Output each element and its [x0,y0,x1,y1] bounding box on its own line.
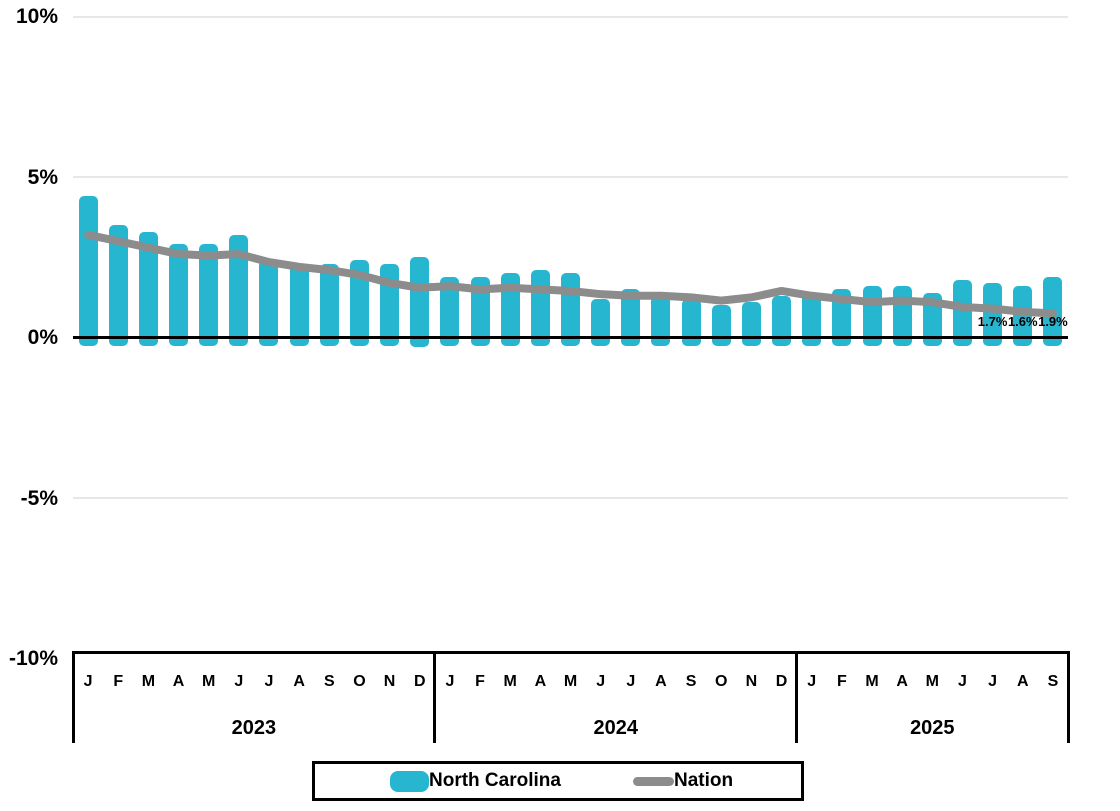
month-label: J [264,673,274,690]
month-label: M [141,673,156,690]
bar-north-carolina [108,225,128,347]
y-axis-tick-label: 10% [15,5,58,28]
y-axis-tick-label: 0% [27,326,58,349]
month-label: S [685,673,697,690]
month-label: F [475,673,485,690]
bar-north-carolina [741,302,761,347]
bar-north-carolina [259,260,279,347]
month-label: O [715,673,728,690]
legend: North Carolina Nation [312,761,804,801]
year-label: 2024 [593,717,638,739]
month-label: J [596,673,606,690]
month-label: D [775,673,788,690]
month-label: S [323,673,335,690]
legend-label-north-carolina: North Carolina [429,770,561,791]
x-axis-divider [433,651,437,743]
month-label: A [534,673,547,690]
bar-north-carolina [319,263,339,347]
bar-north-carolina [711,305,731,347]
bar-north-carolina [591,298,611,347]
month-label: F [113,673,124,690]
month-label: A [293,673,305,690]
gridline [73,15,1068,18]
month-label: M [563,673,578,690]
legend-label-nation: Nation [674,770,734,791]
month-label: F [836,673,847,690]
bar-north-carolina [78,196,98,347]
x-axis-divider [795,651,799,743]
month-label: J [83,673,93,690]
year-label: 2025 [910,717,955,739]
month-label: M [925,673,939,690]
month-label: J [988,673,998,690]
bar-north-carolina [380,263,400,347]
month-label: J [958,673,967,690]
x-axis-divider [1066,651,1070,743]
y-axis-tick-label: -5% [20,486,58,510]
month-label: N [383,673,396,690]
bar-north-carolina [410,257,430,347]
legend-swatch-nation [633,777,674,786]
x-axis-divider [71,651,75,743]
x-axis-line [73,651,1068,654]
zero-axis-line [73,336,1068,339]
month-label: S [1047,673,1059,690]
month-label: O [353,673,366,690]
bar-north-carolina [289,263,309,347]
month-label: D [413,673,426,690]
data-label: 1.6% [1007,314,1038,329]
gridline [73,176,1068,178]
bar-north-carolina [229,234,249,347]
year-label: 2023 [231,717,277,739]
data-label: 1.9% [1038,314,1068,329]
month-label: A [655,673,667,690]
bar-north-carolina [169,244,189,347]
month-label: A [1016,673,1029,690]
bar-north-carolina [138,231,158,347]
month-label: J [445,673,455,690]
bar-north-carolina [199,244,219,347]
bar-north-carolina [681,298,701,347]
month-label: N [745,673,758,690]
month-label: M [503,673,517,690]
month-label: J [807,673,817,690]
month-label: A [172,673,185,690]
legend-swatch-north-carolina [390,771,429,792]
month-label: A [896,673,908,690]
month-label: M [865,673,879,690]
y-axis-tick-label: 5% [27,165,58,189]
month-label: J [626,673,636,690]
bar-north-carolina [349,260,369,347]
month-label: M [202,673,216,690]
gridline [73,497,1068,499]
data-label: 1.7% [977,314,1008,329]
month-label: J [234,673,244,690]
y-axis-tick-label: -10% [8,647,58,670]
